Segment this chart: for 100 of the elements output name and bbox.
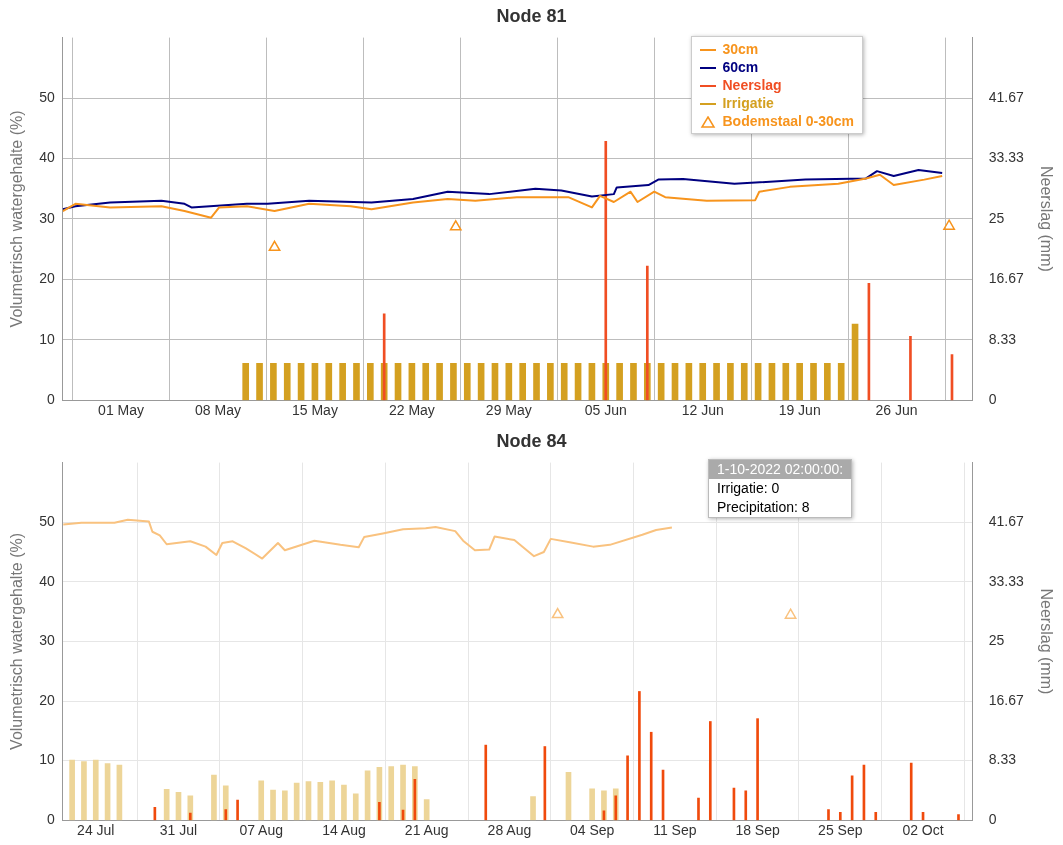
bar bbox=[649, 731, 653, 821]
legend-label: 60cm bbox=[722, 59, 759, 75]
x-tick-label: 14 Aug bbox=[322, 822, 366, 839]
bar bbox=[188, 812, 192, 821]
bar bbox=[697, 797, 700, 821]
x-tick-label: 19 Jun bbox=[778, 402, 821, 419]
bar bbox=[352, 793, 359, 821]
x-tick-label: 25 Sep bbox=[818, 822, 863, 839]
bar bbox=[270, 362, 277, 401]
bar bbox=[589, 788, 595, 821]
y-tick-label: 20 bbox=[39, 691, 55, 708]
bar bbox=[533, 362, 540, 401]
y-tick-label: 50 bbox=[39, 513, 55, 530]
bar bbox=[341, 784, 347, 821]
bar bbox=[505, 362, 513, 401]
y2-tick-label: 8.33 bbox=[988, 330, 1017, 347]
bar bbox=[547, 362, 554, 401]
x-tick-label: 31 Jul bbox=[159, 822, 198, 839]
bar bbox=[727, 362, 734, 401]
annotation: 1-10-2022 02:00:00: bbox=[709, 460, 852, 479]
y2-tick-label: 25 bbox=[988, 209, 1005, 226]
bar bbox=[604, 140, 608, 401]
bar bbox=[519, 362, 526, 401]
bar bbox=[211, 774, 217, 821]
bar bbox=[436, 362, 443, 401]
bar bbox=[484, 744, 488, 821]
bar bbox=[325, 362, 333, 401]
y2-tick-label: 8.33 bbox=[988, 751, 1017, 768]
bar bbox=[236, 799, 239, 821]
bar bbox=[293, 782, 300, 821]
point bbox=[449, 220, 462, 231]
legend-label: Neerslag bbox=[722, 77, 782, 93]
bar bbox=[909, 762, 913, 821]
y2-axis-title: Neerslag (mm) bbox=[1037, 588, 1055, 695]
x-tick-label: 15 May bbox=[291, 402, 338, 419]
bar bbox=[242, 362, 250, 401]
x-tick-label: 01 May bbox=[98, 402, 145, 419]
annotation: Precipitation: 8 bbox=[716, 498, 811, 517]
y2-tick-label: 0 bbox=[988, 391, 997, 408]
bar bbox=[317, 781, 324, 821]
bar bbox=[810, 362, 817, 401]
bar bbox=[256, 362, 263, 401]
y-axis-title: Volumetrisch watergehalte (%) bbox=[8, 532, 26, 750]
x-tick-label: 12 Jun bbox=[681, 402, 724, 419]
bar bbox=[782, 362, 790, 401]
y-tick-label: 10 bbox=[39, 751, 55, 768]
bar bbox=[353, 362, 360, 401]
bar bbox=[957, 814, 960, 821]
y-tick-label: 20 bbox=[39, 270, 55, 287]
legend-label: 30cm bbox=[722, 41, 759, 57]
bar bbox=[909, 336, 912, 401]
bar bbox=[382, 313, 386, 401]
bar bbox=[388, 766, 395, 821]
bar bbox=[638, 691, 641, 821]
x-tick-label: 21 Aug bbox=[404, 822, 449, 839]
bar bbox=[713, 362, 720, 401]
x-tick-label: 04 Sep bbox=[569, 822, 615, 839]
bar bbox=[626, 755, 629, 821]
chart-title: Node 81 bbox=[496, 5, 567, 26]
y-tick-label: 40 bbox=[39, 572, 55, 589]
bar bbox=[616, 362, 623, 401]
bar bbox=[837, 362, 845, 401]
y-axis-title: Volumetrisch watergehalte (%) bbox=[8, 110, 26, 328]
point bbox=[943, 219, 956, 230]
x-tick-label: 05 Jun bbox=[584, 402, 627, 419]
bar bbox=[163, 789, 170, 821]
x-tick-label: 24 Jul bbox=[77, 822, 115, 839]
y-tick-label: 0 bbox=[46, 811, 55, 828]
bar bbox=[708, 721, 712, 821]
y2-tick-label: 25 bbox=[988, 632, 1005, 649]
bar bbox=[329, 780, 335, 821]
point bbox=[268, 240, 281, 252]
bar bbox=[92, 759, 99, 821]
bar bbox=[827, 809, 830, 821]
bar bbox=[601, 790, 607, 821]
bar bbox=[463, 362, 471, 401]
bar bbox=[630, 362, 637, 401]
bar bbox=[450, 362, 457, 401]
bar bbox=[339, 362, 346, 401]
x-tick-label: 22 May bbox=[388, 402, 435, 419]
x-tick-label: 02 Oct bbox=[902, 822, 944, 839]
y-tick-label: 30 bbox=[39, 209, 55, 226]
y-tick-label: 40 bbox=[39, 149, 55, 166]
y-tick-label: 50 bbox=[39, 88, 55, 105]
bar bbox=[699, 362, 707, 401]
x-tick-label: 18 Sep bbox=[735, 822, 780, 839]
bar bbox=[838, 812, 842, 821]
bar bbox=[270, 789, 276, 821]
bar bbox=[614, 795, 618, 821]
bar bbox=[400, 764, 406, 821]
bar bbox=[423, 799, 430, 821]
bar bbox=[69, 759, 75, 821]
y2-tick-label: 33.33 bbox=[988, 572, 1025, 589]
x-tick-label: 11 Sep bbox=[653, 822, 697, 839]
y-tick-label: 0 bbox=[46, 391, 55, 408]
y2-tick-label: 16.67 bbox=[988, 270, 1025, 287]
x-tick-label: 26 Jun bbox=[875, 402, 918, 419]
y2-tick-label: 41.67 bbox=[988, 88, 1025, 105]
bar bbox=[378, 801, 381, 821]
bar bbox=[530, 796, 536, 821]
